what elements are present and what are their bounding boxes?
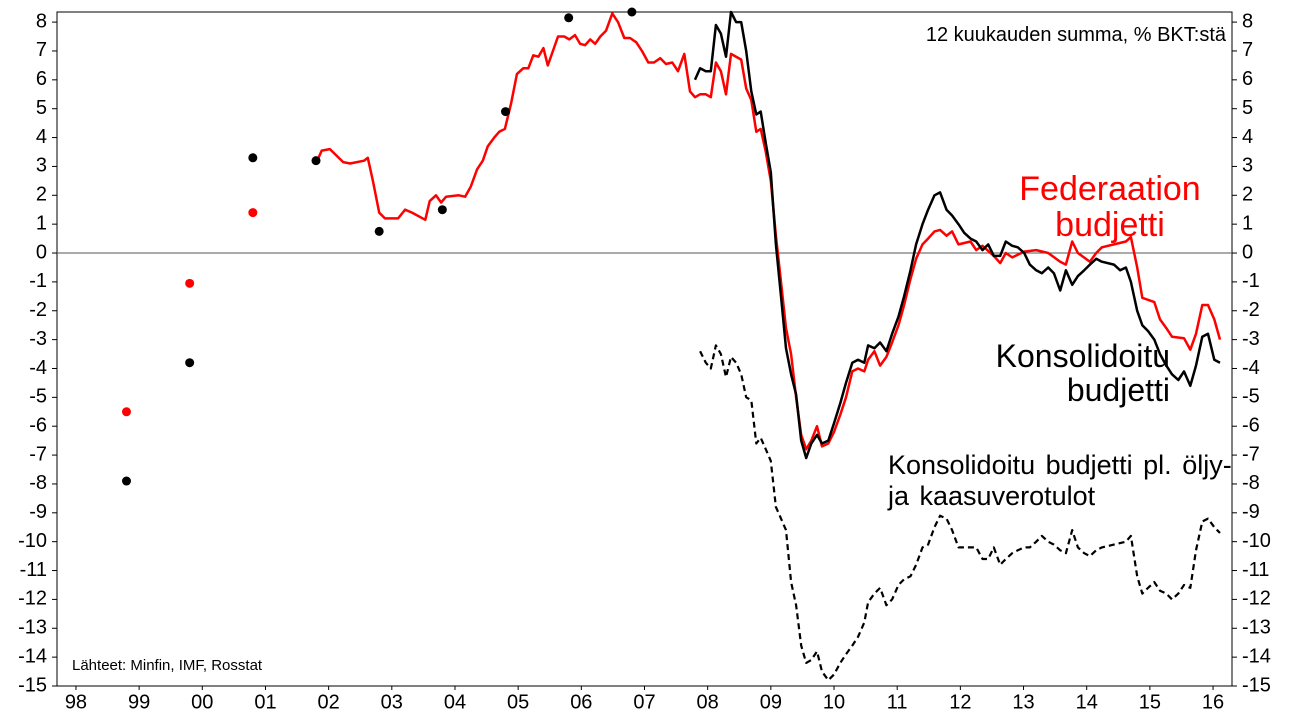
data-point	[121, 407, 131, 417]
y2-tick-label: 2	[1242, 184, 1253, 206]
y2-tick-label: -10	[1242, 530, 1271, 552]
series-line	[699, 344, 1221, 682]
series-line	[314, 12, 1222, 451]
y2-tick-label: -11	[1242, 559, 1269, 581]
x-tick-label: 04	[444, 691, 466, 713]
data-point	[121, 476, 131, 486]
y-tick-label: 0	[36, 241, 47, 263]
y2-tick-label: 7	[1242, 39, 1253, 61]
data-point	[248, 153, 258, 163]
y2-tick-label: 5	[1242, 97, 1253, 119]
x-tick-label: 01	[254, 691, 276, 713]
y-tick-label: 2	[36, 184, 47, 206]
y2-tick-label: -2	[1242, 299, 1260, 321]
x-tick-label: 09	[760, 691, 782, 713]
y-tick-label: -8	[29, 472, 47, 494]
y-tick-label: -10	[18, 530, 47, 552]
series-label: Konsolidoitu budjetti pl. öljy- ja kaasu…	[888, 450, 1232, 512]
x-tick-label: 02	[318, 691, 340, 713]
x-tick-label: 11	[887, 691, 908, 713]
data-point	[185, 358, 195, 368]
y2-tick-label: 1	[1242, 212, 1253, 234]
y-tick-label: -2	[29, 299, 47, 321]
y2-tick-label: 3	[1242, 155, 1253, 177]
y-tick-label: -11	[20, 559, 47, 581]
x-tick-label: 08	[697, 691, 719, 713]
x-tick-label: 03	[381, 691, 403, 713]
x-tick-label: 07	[633, 691, 655, 713]
y-tick-label: 1	[36, 212, 47, 234]
y-tick-label: 6	[36, 68, 47, 90]
y-tick-label: -6	[29, 414, 47, 436]
data-point	[311, 156, 321, 166]
data-point	[185, 278, 195, 288]
y2-tick-label: -8	[1242, 472, 1260, 494]
y2-tick-label: 4	[1242, 126, 1253, 148]
y2-tick-label: 0	[1242, 241, 1253, 263]
x-tick-label: 10	[823, 691, 845, 713]
chart-title: 12 kuukauden summa, % BKT:stä	[925, 24, 1226, 46]
y-tick-label: -7	[29, 443, 47, 465]
y2-tick-label: -4	[1242, 357, 1260, 379]
source-note: Lähteet: Minfin, IMF, Rosstat	[68, 656, 267, 675]
series-label: Federaation budjetti	[1019, 170, 1201, 244]
series-label: Konsolidoitu budjetti	[995, 338, 1170, 408]
y-tick-label: -13	[18, 617, 47, 639]
y2-tick-label: -5	[1242, 386, 1260, 408]
y-tick-label: -9	[29, 501, 47, 523]
x-tick-label: 16	[1202, 691, 1224, 713]
y2-tick-label: 6	[1242, 68, 1253, 90]
y2-tick-label: -3	[1242, 328, 1260, 350]
series-line	[693, 10, 1221, 460]
data-point	[501, 107, 511, 117]
y-tick-label: -5	[29, 386, 47, 408]
data-point	[374, 226, 384, 236]
x-tick-label: 98	[65, 691, 87, 713]
y2-tick-label: -15	[1242, 674, 1271, 696]
y-tick-label: -1	[29, 270, 47, 292]
y-tick-label: 4	[36, 126, 47, 148]
y-tick-label: -15	[18, 674, 47, 696]
y-tick-label: -14	[18, 645, 47, 667]
y2-tick-label: -6	[1242, 414, 1260, 436]
y-tick-label: 7	[36, 39, 47, 61]
x-tick-label: 06	[570, 691, 592, 713]
x-tick-label: 15	[1139, 691, 1161, 713]
x-tick-label: 00	[191, 691, 213, 713]
data-point	[627, 7, 637, 17]
data-point	[564, 13, 574, 23]
x-tick-label: 99	[128, 691, 150, 713]
x-tick-label: 14	[1076, 691, 1098, 713]
y-tick-label: -3	[29, 328, 47, 350]
y-tick-label: -12	[18, 588, 47, 610]
y2-tick-label: -13	[1242, 617, 1271, 639]
y-tick-label: 5	[36, 97, 47, 119]
x-tick-label: 12	[949, 691, 971, 713]
y2-tick-label: -9	[1242, 501, 1260, 523]
data-point	[248, 208, 258, 218]
x-tick-label: 05	[507, 691, 529, 713]
y2-tick-label: 8	[1242, 10, 1253, 32]
y2-tick-label: -1	[1242, 270, 1260, 292]
data-point	[437, 205, 447, 215]
y-tick-label: 8	[36, 10, 47, 32]
y-tick-label: 3	[36, 155, 47, 177]
y2-tick-label: -14	[1242, 645, 1271, 667]
y-tick-label: -4	[29, 357, 47, 379]
y2-tick-label: -7	[1242, 443, 1260, 465]
y2-tick-label: -12	[1242, 588, 1271, 610]
x-tick-label: 13	[1012, 691, 1034, 713]
